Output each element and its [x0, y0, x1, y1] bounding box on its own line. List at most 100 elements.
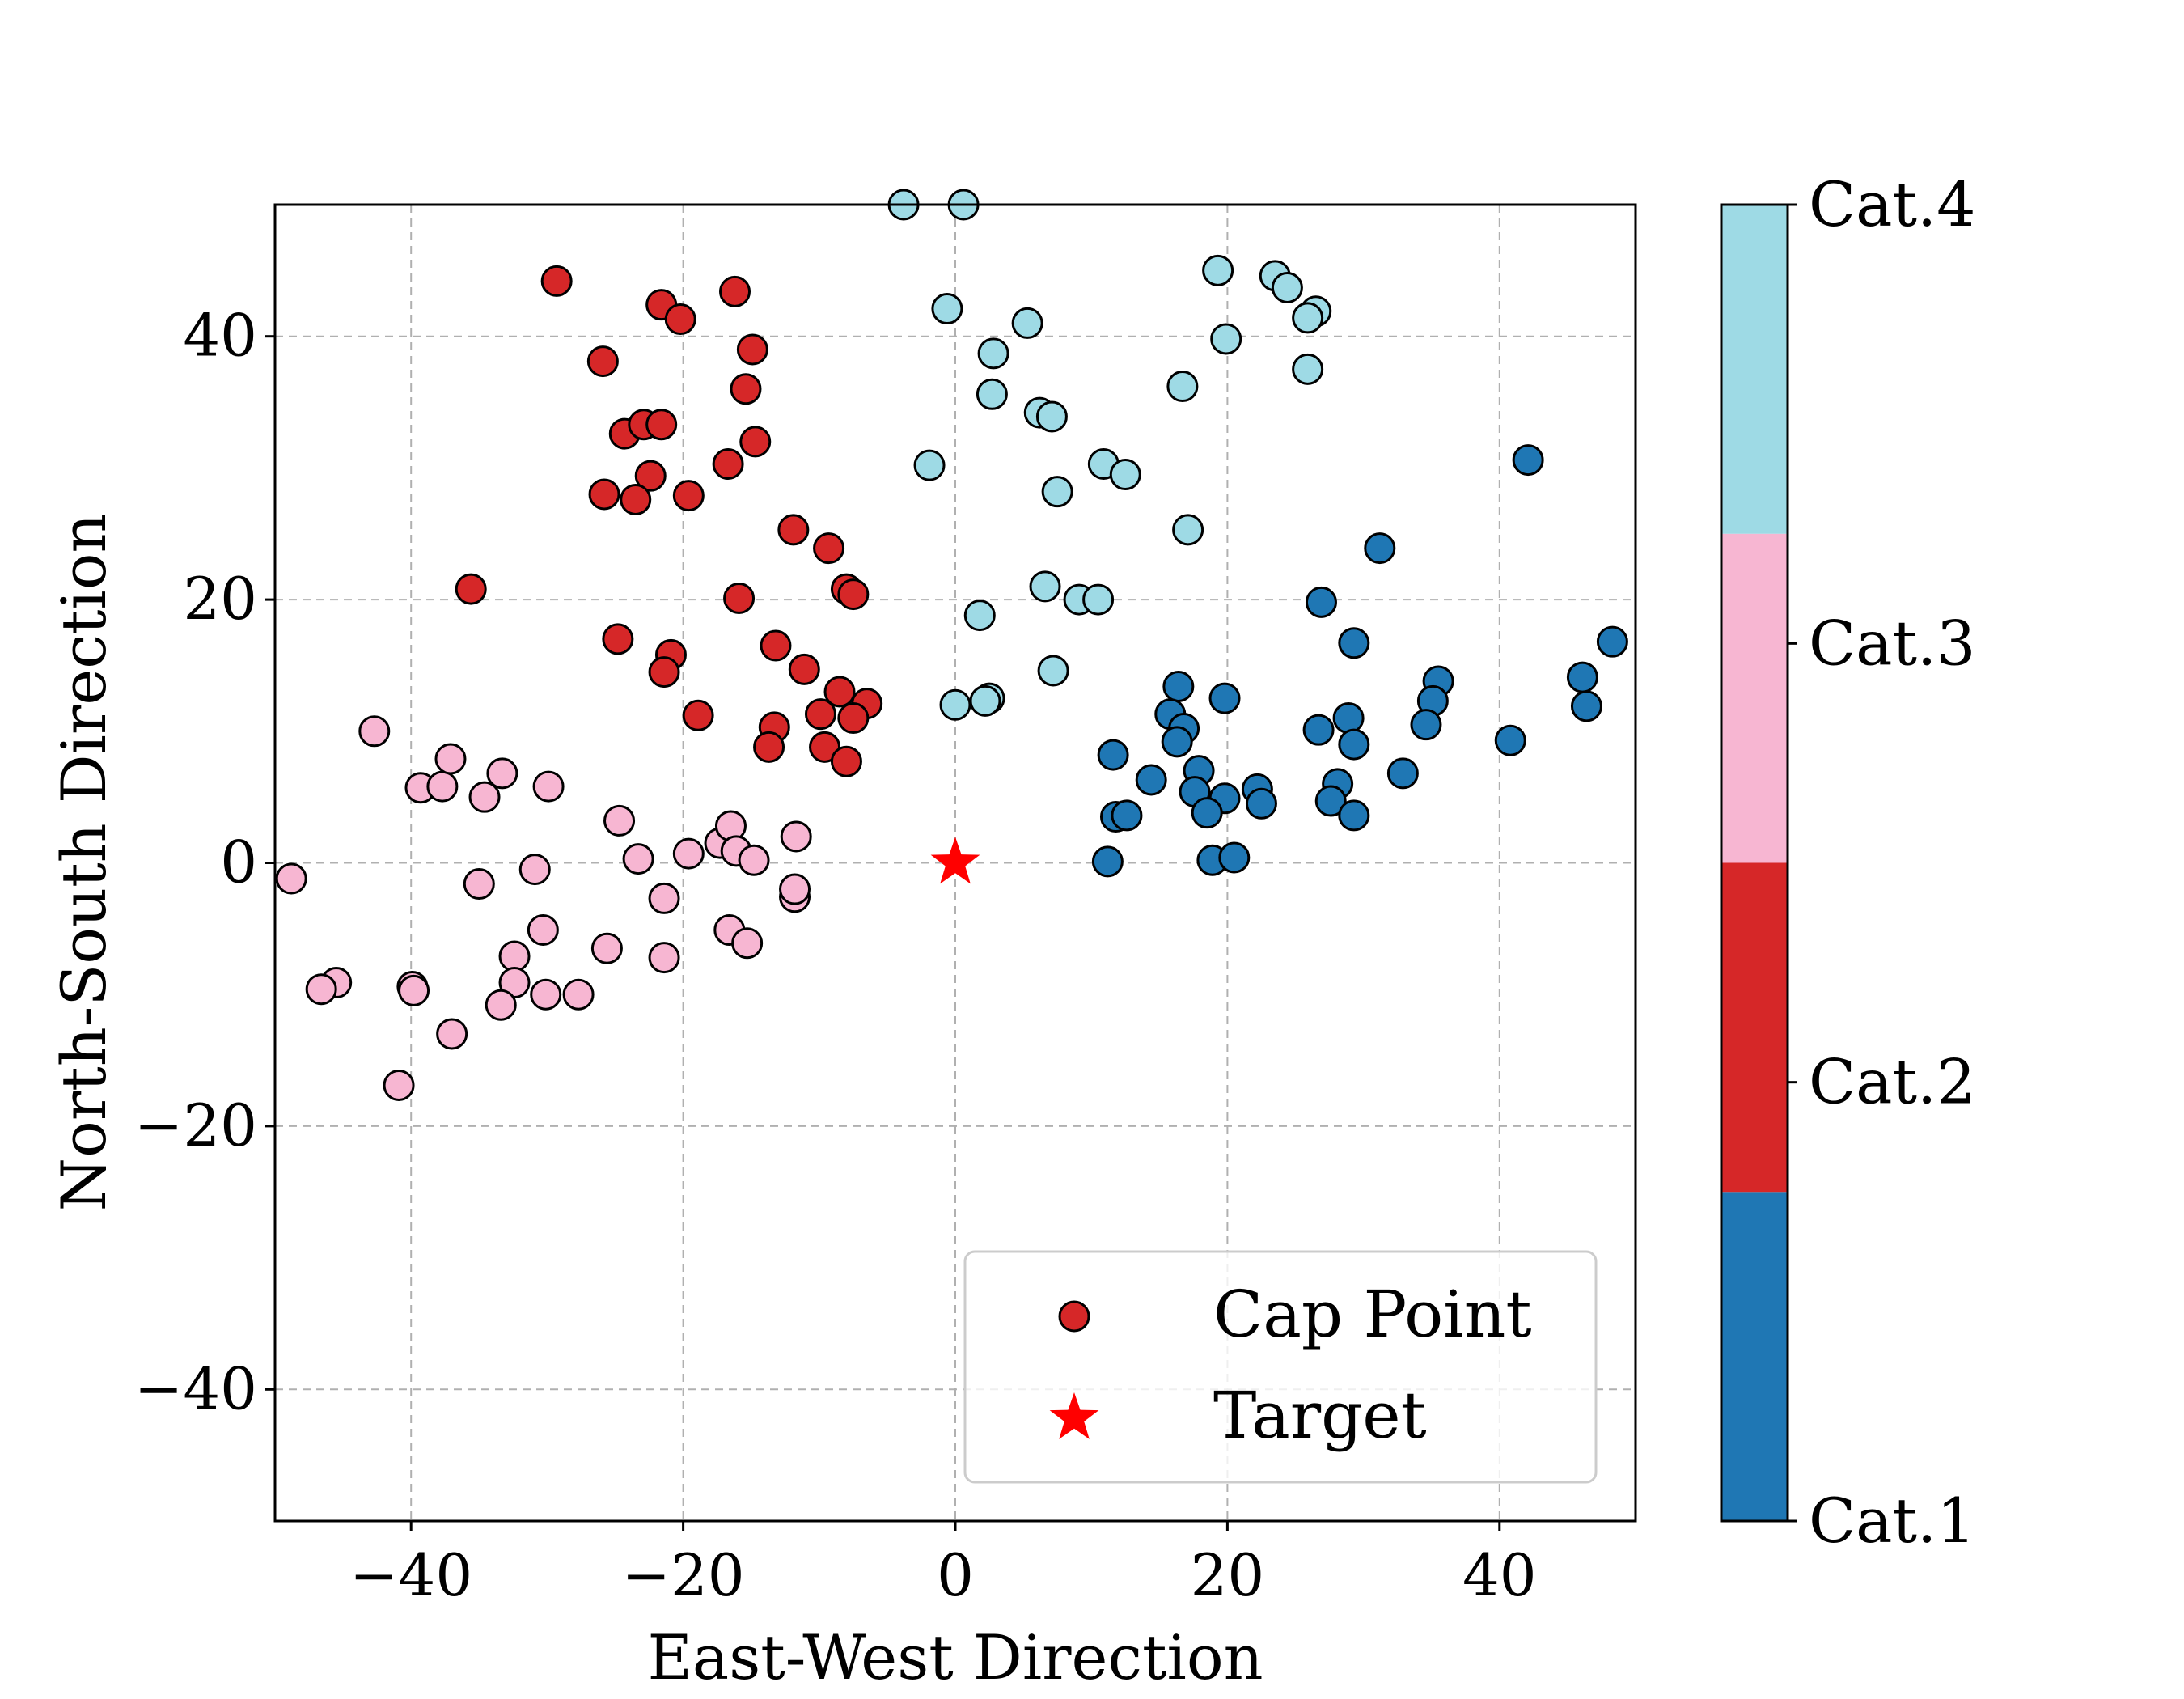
- data-point: [590, 932, 623, 964]
- data-point: [739, 426, 772, 458]
- y-tick-label: −20: [134, 1091, 257, 1159]
- data-point: [1314, 785, 1347, 817]
- data-point: [1338, 799, 1370, 832]
- data-points: [275, 189, 1628, 1101]
- x-tick-label: 20: [1191, 1541, 1265, 1609]
- data-point: [1305, 586, 1337, 618]
- data-point: [1292, 353, 1324, 385]
- data-point: [1218, 841, 1251, 874]
- data-point: [672, 837, 705, 870]
- data-point: [436, 1018, 468, 1050]
- data-point: [530, 978, 562, 1011]
- data-point: [777, 514, 810, 546]
- data-point: [588, 478, 620, 511]
- data-point: [969, 684, 1001, 717]
- data-point: [780, 820, 812, 853]
- data-point: [1386, 757, 1419, 790]
- data-point: [434, 743, 467, 775]
- data-point: [485, 989, 517, 1021]
- data-point: [648, 942, 680, 974]
- data-point: [963, 600, 996, 632]
- data-point: [1494, 724, 1526, 756]
- data-point: [1332, 702, 1365, 735]
- legend-cap-point-marker: [1058, 1300, 1090, 1333]
- data-point: [1161, 726, 1193, 758]
- data-point: [730, 373, 762, 405]
- data-point: [602, 623, 634, 655]
- data-point: [672, 480, 705, 512]
- data-point: [648, 656, 680, 688]
- data-point: [1166, 371, 1199, 403]
- x-tick-label: −40: [349, 1541, 472, 1609]
- data-point: [540, 265, 573, 297]
- data-point: [634, 460, 667, 492]
- data-point: [622, 843, 654, 875]
- data-point: [620, 483, 652, 515]
- colorbar-label: Cat.3: [1809, 607, 1976, 679]
- data-point: [455, 573, 487, 605]
- data-point: [931, 293, 963, 325]
- y-axis-label: North-South Direction: [48, 514, 120, 1212]
- x-axis-label: East-West Direction: [647, 1621, 1263, 1693]
- data-point: [1097, 739, 1129, 771]
- data-point: [788, 653, 820, 685]
- colorbar-segment: [1721, 533, 1788, 863]
- y-tick-label: 0: [220, 828, 257, 896]
- data-point: [736, 333, 768, 366]
- data-point: [830, 745, 862, 777]
- data-point: [305, 973, 337, 1006]
- data-point: [275, 862, 307, 895]
- data-point: [1210, 323, 1242, 355]
- y-tick-label: 40: [183, 302, 257, 370]
- data-point: [1191, 797, 1223, 829]
- data-point: [532, 770, 565, 803]
- legend-target-label: Target: [1213, 1378, 1427, 1453]
- data-point: [1566, 661, 1598, 693]
- data-point: [1082, 583, 1115, 616]
- data-point: [753, 731, 785, 763]
- legend-cap-point-label: Cap Point: [1213, 1277, 1532, 1352]
- legend-box: [963, 1250, 1598, 1484]
- data-point: [1512, 444, 1544, 477]
- data-point: [809, 731, 841, 763]
- colorbar-segment: [1721, 1192, 1788, 1521]
- data-point: [913, 449, 946, 481]
- data-point: [1364, 532, 1396, 565]
- colorbar-segment: [1721, 862, 1788, 1193]
- data-point: [723, 582, 756, 614]
- data-point: [468, 781, 501, 813]
- data-point: [1302, 714, 1335, 746]
- data-point: [358, 715, 391, 748]
- data-point: [1037, 655, 1069, 687]
- data-point: [804, 698, 836, 731]
- data-point: [682, 699, 714, 731]
- axis-ticks: −40 −20 0 20 40 −40 −20 0 20 40: [134, 302, 1537, 1609]
- colorbar-frame: [1720, 203, 1789, 1523]
- data-point: [1271, 272, 1303, 304]
- data-point: [426, 770, 459, 803]
- data-point: [813, 532, 845, 565]
- data-point: [1091, 845, 1124, 878]
- data-point: [977, 337, 1009, 370]
- data-point: [1596, 625, 1628, 658]
- data-point: [738, 844, 770, 876]
- data-point: [664, 303, 696, 336]
- data-point: [586, 345, 619, 378]
- colorbar-label: Cat.1: [1809, 1485, 1976, 1557]
- data-point: [1011, 307, 1043, 339]
- y-tick-label: −40: [134, 1354, 257, 1422]
- data-point: [719, 275, 751, 307]
- data-point: [1208, 682, 1241, 714]
- data-point: [939, 688, 971, 721]
- colorbar-label: Cat.4: [1809, 168, 1976, 240]
- data-point: [645, 409, 678, 441]
- legend: Cap Point Target: [963, 1250, 1598, 1484]
- data-point: [383, 1069, 415, 1101]
- colorbar: Cat.1 Cat.2 Cat.3 Cat.4: [1720, 168, 1976, 1557]
- data-point: [1111, 799, 1143, 832]
- data-point: [1035, 400, 1068, 433]
- data-point: [648, 882, 680, 914]
- data-point: [486, 757, 518, 790]
- data-point: [498, 940, 531, 972]
- data-point: [1338, 728, 1370, 761]
